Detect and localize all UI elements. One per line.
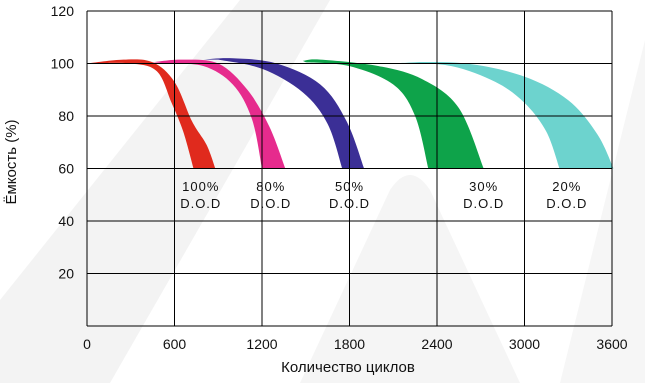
series-areas [87, 58, 614, 169]
y-tick-label: 120 [51, 3, 75, 19]
series-label-percent: 30% [469, 179, 498, 194]
watermark-shape-right [560, 40, 645, 383]
series-label-dod: D.O.D [250, 196, 291, 211]
y-tick-label: 20 [58, 266, 74, 282]
tick-labels: 0 600 1200 1800 2400 3000 3600 20 40 60 80 100 120 [51, 3, 628, 352]
x-tick-label: 1800 [334, 336, 365, 352]
y-tick-label: 80 [58, 108, 74, 124]
y-tick-label: 60 [58, 161, 74, 177]
x-tick-label: 1200 [246, 336, 277, 352]
y-axis-title: Ёмкость (%) [3, 119, 20, 204]
series-label-percent: 50% [335, 179, 364, 194]
series-band-1 [87, 59, 216, 169]
series-label-percent: 20% [552, 179, 581, 194]
y-tick-label: 40 [58, 213, 74, 229]
watermark-shape-center [300, 175, 520, 383]
series-label-dod: D.O.D [546, 196, 587, 211]
series-label-dod: D.O.D [463, 196, 504, 211]
x-axis-title: Количество циклов [281, 359, 415, 376]
series-band-3 [203, 58, 365, 169]
x-tick-label: 0 [83, 336, 91, 352]
x-tick-label: 3000 [509, 336, 540, 352]
series-label-dod: D.O.D [180, 196, 221, 211]
series-labels: 100% D.O.D 80% D.O.D 50% D.O.D 30% D.O.D 20% D.O.… [180, 179, 587, 211]
series-label-dod: D.O.D [329, 196, 370, 211]
series-band-5 [400, 62, 614, 169]
x-tick-label: 2400 [421, 336, 452, 352]
series-label-percent: 80% [256, 179, 285, 194]
grid [86, 10, 613, 327]
series-label-percent: 100% [182, 179, 219, 194]
series-band-4 [302, 59, 484, 169]
x-tick-label: 3600 [596, 336, 627, 352]
x-tick-label: 600 [163, 336, 187, 352]
series-band-2 [152, 59, 286, 169]
y-tick-label: 100 [51, 56, 75, 72]
